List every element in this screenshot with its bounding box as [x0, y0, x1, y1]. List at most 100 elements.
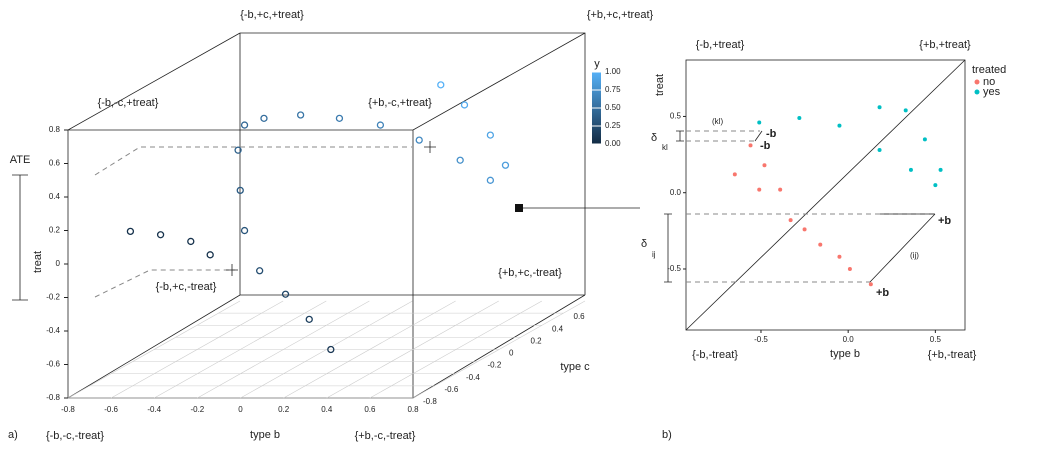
point	[757, 187, 762, 192]
y-axis-label: treat	[654, 74, 666, 96]
point	[778, 187, 783, 192]
legend-label: no	[983, 76, 995, 88]
x-tick-label: 0.8	[407, 405, 419, 414]
x-axis-label: type b	[250, 429, 280, 441]
y-tick-label: 0.0	[670, 188, 682, 197]
point	[877, 105, 882, 110]
colorbar-tick-label: 0.25	[605, 121, 621, 130]
annotation: +b	[876, 287, 889, 299]
point	[847, 266, 852, 271]
point	[437, 81, 445, 89]
point	[187, 237, 195, 246]
point	[903, 108, 908, 113]
point	[234, 146, 242, 154]
point	[456, 156, 464, 164]
point	[797, 115, 802, 120]
cube	[12, 32, 640, 399]
legend-title: treated	[972, 64, 1006, 76]
point	[933, 183, 938, 188]
y-tick-label: -0.5	[667, 264, 681, 273]
point	[415, 136, 423, 144]
delta-subscript: ij	[652, 250, 656, 259]
corner-label: {+b,+treat}	[919, 39, 971, 51]
corner-label: {+b,+c,-treat}	[498, 267, 562, 279]
y-tick-label: 0.4	[49, 192, 61, 201]
point	[732, 172, 737, 177]
point	[460, 101, 469, 109]
delta-symbol: δ	[651, 132, 657, 144]
colorbar-title: y	[594, 58, 600, 70]
x-tick-label: -0.6	[104, 405, 118, 414]
point	[788, 218, 793, 223]
annotation: ATE	[10, 154, 31, 166]
y-axis-label: treat	[32, 251, 44, 273]
annotation: (ij)	[910, 251, 919, 260]
point	[281, 290, 290, 298]
z-tick-label: 0.4	[552, 324, 564, 333]
panel-b-frame	[664, 59, 966, 331]
panel-label: b)	[662, 429, 672, 441]
point	[335, 114, 344, 122]
delta-symbol: δ	[641, 238, 647, 250]
legend-swatch	[974, 89, 980, 95]
y-tick-label: -0.4	[46, 326, 60, 335]
colorbar-tick-label: 0.75	[605, 85, 621, 94]
y-tick-label: 0	[56, 259, 61, 268]
point	[818, 242, 823, 247]
point	[156, 231, 165, 239]
z-tick-label: 0.2	[531, 336, 543, 345]
point	[240, 226, 249, 235]
corner-label: {+b,-c,-treat}	[355, 430, 416, 442]
y-tick-label: -0.8	[46, 393, 60, 402]
corner-label: {-b,-c,-treat}	[46, 430, 104, 442]
point	[206, 251, 214, 259]
point	[877, 148, 882, 152]
point	[327, 345, 335, 354]
y-tick-label: -0.6	[46, 360, 60, 369]
annotation: -b	[766, 128, 777, 140]
point	[908, 167, 913, 172]
legend-label: yes	[983, 86, 1001, 98]
corner-label: {-b,+c,-treat}	[156, 281, 217, 293]
point	[486, 176, 495, 184]
x-tick-label: 0.4	[321, 405, 333, 414]
annotation: -b	[760, 140, 771, 152]
y-tick-label: 0.5	[670, 112, 682, 121]
point	[757, 120, 762, 125]
x-tick-label: -0.2	[190, 405, 204, 414]
point	[837, 254, 842, 259]
z-tick-label: -0.6	[445, 385, 459, 394]
z-tick-label: -0.8	[423, 397, 437, 406]
delta-subscript: kl	[662, 143, 668, 152]
point	[938, 167, 943, 172]
point	[296, 111, 305, 119]
z-tick-label: 0.6	[574, 312, 586, 321]
corner-label: {-b,+c,+treat}	[240, 9, 304, 21]
y-tick-label: 0.6	[49, 159, 61, 168]
point	[240, 121, 249, 129]
colorbar-tick-label: 0.00	[605, 139, 621, 148]
x-tick-label: 0	[238, 405, 243, 414]
point	[501, 161, 510, 169]
point	[126, 227, 135, 236]
corner-label: {-b,-c,+treat}	[98, 97, 159, 109]
point	[236, 186, 244, 195]
z-tick-label: -0.4	[466, 373, 480, 382]
point	[376, 121, 385, 129]
x-tick-label: 0.5	[930, 335, 942, 344]
y-tick-label: 0.2	[49, 226, 61, 235]
corner-label: {-b,+treat}	[696, 39, 745, 51]
point	[305, 315, 313, 324]
x-tick-label: 0.0	[843, 335, 855, 344]
x-tick-label: -0.4	[147, 405, 161, 414]
corner-label: {+b,-c,+treat}	[368, 97, 432, 109]
point	[260, 114, 268, 122]
x-tick-label: 0.6	[364, 405, 376, 414]
point	[837, 123, 842, 128]
point	[868, 282, 873, 287]
panel-label: a)	[8, 429, 18, 441]
annotation: (kl)	[712, 117, 723, 126]
corner-label: {-b,-treat}	[692, 349, 738, 361]
point	[256, 267, 264, 275]
corner-label: {+b,-treat}	[928, 349, 977, 361]
